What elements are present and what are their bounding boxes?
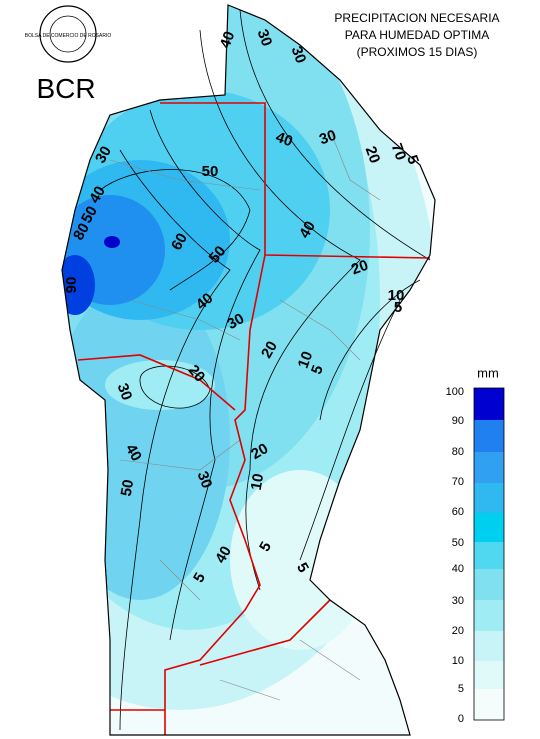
legend: mm 100 90 80 70 60 50 40 30 20 10 5 0 bbox=[446, 365, 505, 725]
contours bbox=[99, 9, 431, 731]
contour-label: 40 bbox=[273, 129, 294, 151]
legend-swatch bbox=[474, 689, 504, 720]
title-line: (PROXIMOS 15 DIAS) bbox=[357, 45, 478, 59]
legend-label: 100 bbox=[446, 386, 464, 398]
department-borders bbox=[77, 102, 431, 735]
contour-label: 30 bbox=[114, 381, 136, 402]
legend-label: 10 bbox=[452, 655, 464, 667]
legend-swatch bbox=[474, 452, 504, 483]
contour-label: 20 bbox=[258, 338, 281, 361]
logo: BOLSA DE COMERCIO DE ROSARIO BCR bbox=[25, 5, 112, 104]
contour-label: 20 bbox=[248, 440, 271, 463]
logo-text: BCR bbox=[36, 73, 95, 104]
legend-swatch bbox=[474, 542, 504, 569]
contour-label: 40 bbox=[86, 183, 109, 206]
legend-swatch bbox=[474, 483, 504, 513]
contour-label: 60 bbox=[168, 230, 191, 253]
legend-label: 0 bbox=[458, 713, 464, 725]
contour-label: 40 bbox=[217, 29, 239, 50]
seal bbox=[39, 5, 97, 63]
legend-label: 20 bbox=[452, 625, 464, 637]
seal-text: BOLSA DE COMERCIO DE ROSARIO bbox=[25, 33, 112, 39]
legend-label: 80 bbox=[452, 446, 464, 458]
legend-label: 90 bbox=[452, 415, 464, 427]
legend-swatch bbox=[474, 569, 504, 600]
district-lines bbox=[109, 129, 381, 701]
legend-swatch bbox=[474, 600, 504, 631]
contour-label: 10 bbox=[388, 287, 405, 304]
contour-label: 30 bbox=[317, 127, 338, 149]
contour-label: 40 bbox=[122, 441, 145, 464]
province-outline bbox=[61, 4, 436, 736]
contour-label: 30 bbox=[288, 44, 310, 65]
contour-label: 5 bbox=[394, 299, 402, 316]
legend-label: 30 bbox=[452, 595, 464, 607]
legend-swatch bbox=[474, 661, 504, 689]
legend-swatch bbox=[474, 631, 504, 661]
contour-label: 10 bbox=[295, 349, 317, 370]
title-line: PRECIPITACION NECESARIA bbox=[334, 11, 499, 25]
contour-label: 20 bbox=[349, 257, 370, 279]
contour-label: 50 bbox=[202, 163, 219, 180]
contour-label: 70 bbox=[388, 141, 410, 162]
contour-label: 90 bbox=[63, 277, 80, 294]
legend-frame bbox=[473, 387, 505, 721]
legend-unit: mm bbox=[477, 365, 499, 380]
legend-label: 70 bbox=[452, 476, 464, 488]
contour-label: 10 bbox=[248, 472, 268, 491]
legend-label: 60 bbox=[452, 506, 464, 518]
contour-label: 20 bbox=[362, 144, 384, 165]
title-line: PARA HUMEDAD OPTIMA bbox=[345, 28, 489, 42]
title: PRECIPITACION NECESARIA PARA HUMEDAD OPT… bbox=[334, 11, 499, 59]
contour-label: 30 bbox=[194, 469, 216, 490]
contour-label: 30 bbox=[254, 27, 276, 48]
legend-swatch bbox=[474, 513, 504, 542]
contour-label: 50 bbox=[118, 478, 138, 497]
seal-inner bbox=[49, 15, 87, 53]
contour-label: 30 bbox=[224, 310, 247, 333]
contour-label: 40 bbox=[296, 218, 319, 241]
legend-label: 5 bbox=[458, 683, 464, 695]
contour-label: 50 bbox=[78, 203, 101, 226]
contour-label: 80 bbox=[70, 220, 93, 243]
contour-label: 30 bbox=[92, 143, 115, 166]
contour-label: 40 bbox=[212, 543, 235, 566]
legend-label: 40 bbox=[452, 563, 464, 575]
legend-swatch bbox=[474, 420, 504, 452]
legend-label: 50 bbox=[452, 537, 464, 549]
legend-swatch bbox=[474, 388, 504, 420]
